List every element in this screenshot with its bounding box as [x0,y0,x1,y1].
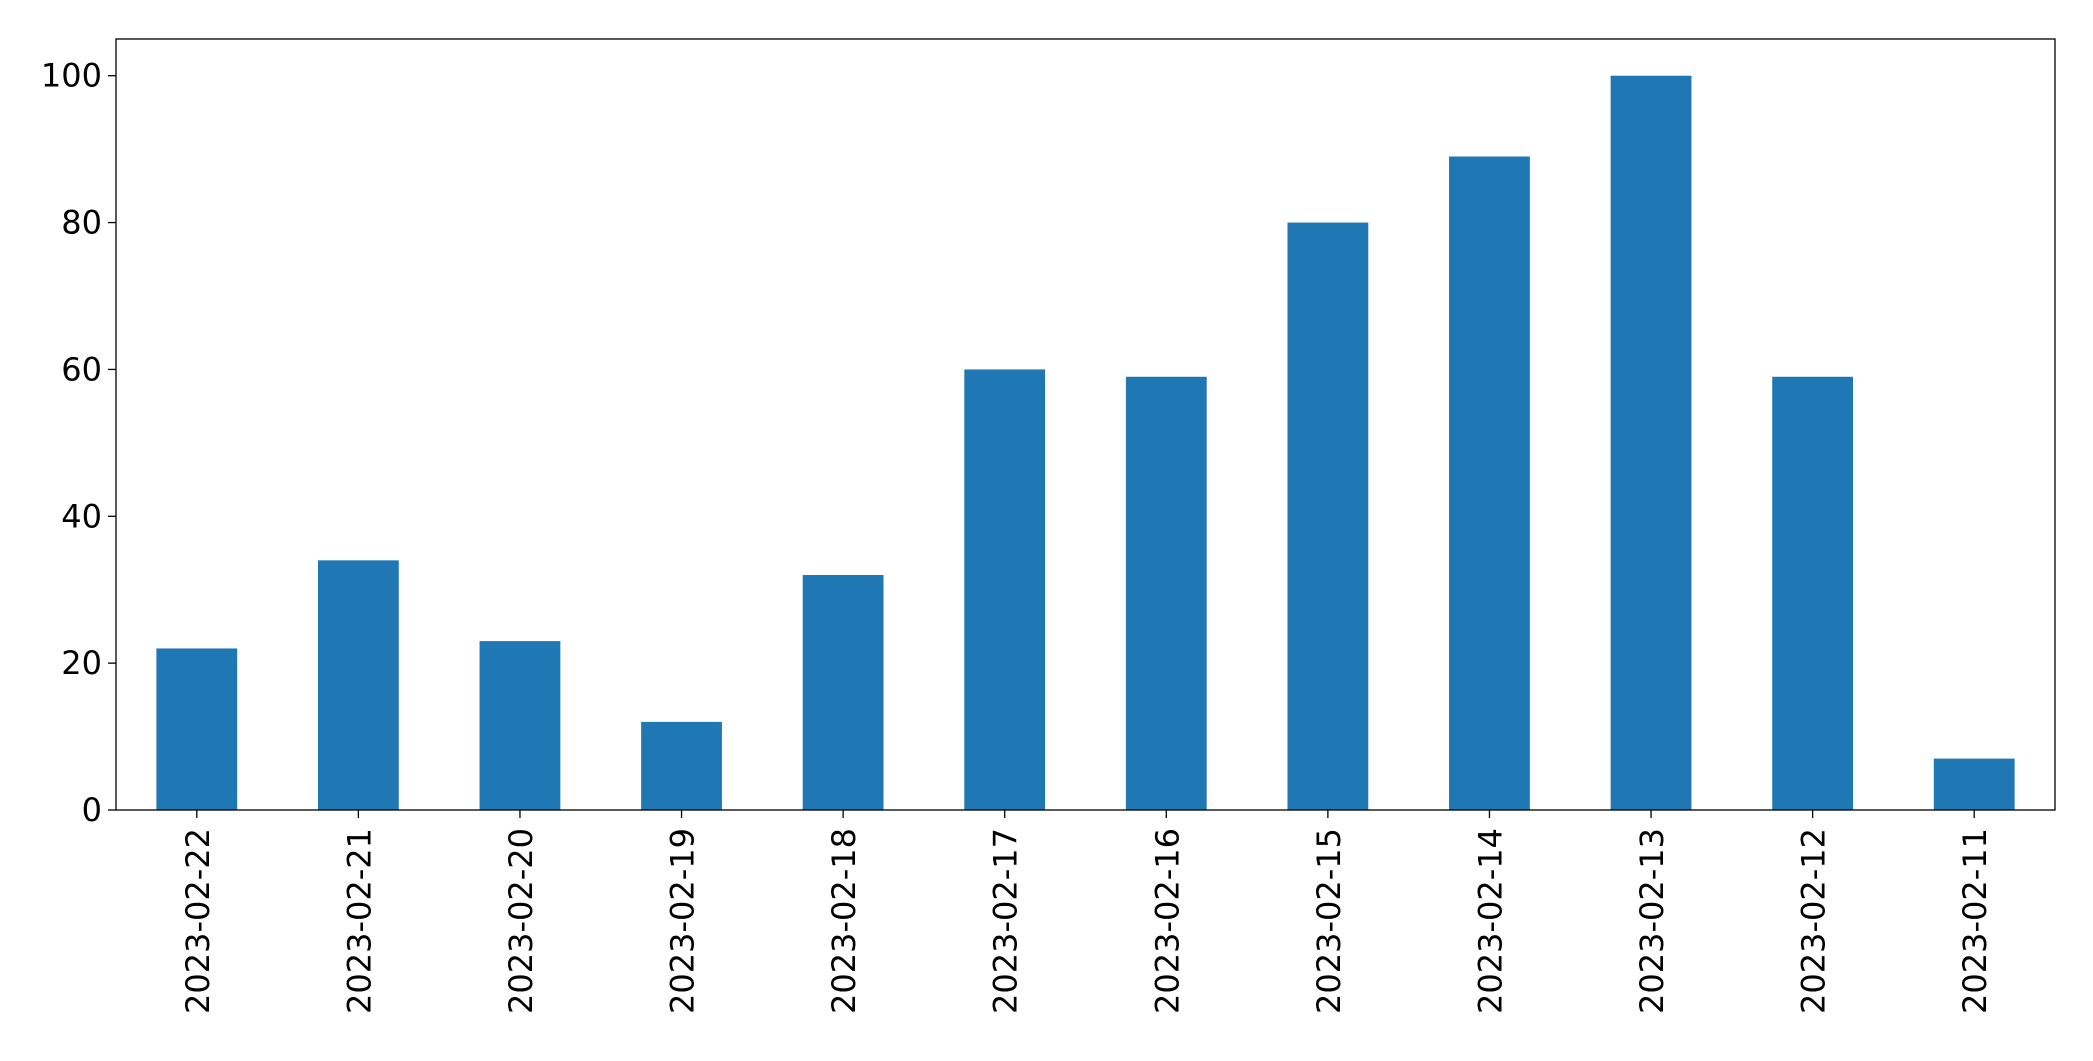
x-axis: 2023-02-22 2023-02-21 2023-02-20 2023-02-19… [179,810,1994,1014]
plot-frame [115,38,2056,811]
x-tick-label: 2023-02-11 [1956,828,1994,1014]
bar-2023-02-14 [1449,156,1530,810]
x-tick-label: 2023-02-17 [987,828,1025,1014]
bar-2023-02-16 [1125,376,1207,810]
y-tick-label: 80 [61,204,102,242]
x-tick-label: 2023-02-19 [664,828,702,1014]
bar-2023-02-18 [802,575,884,810]
y-tick-label: 0 [82,791,102,829]
bar-2023-02-13 [1610,75,1692,810]
bar-2023-02-15 [1287,222,1369,811]
y-tick-label: 60 [61,350,102,388]
x-tick-label: 2023-02-16 [1148,828,1186,1014]
x-tick-label: 2023-02-21 [340,828,378,1014]
y-tick-label: 40 [61,497,102,535]
x-tick-label: 2023-02-15 [1310,828,1348,1014]
bar-2023-02-20 [479,641,561,810]
bar-2023-02-19 [641,721,722,810]
x-tick-label: 2023-02-18 [825,828,863,1014]
bar-2023-02-21 [317,560,399,810]
y-tick-label: 20 [61,644,102,682]
bars-layer [156,75,2015,811]
y-axis: 0 20 40 60 80 100 [41,57,116,829]
x-tick-label: 2023-02-12 [1795,828,1833,1014]
bar-2023-02-11 [1933,758,2015,810]
bar-2023-02-12 [1772,376,1854,810]
bar-2023-02-17 [964,369,1046,810]
bar-2023-02-22 [156,648,238,810]
x-tick-label: 2023-02-14 [1471,828,1509,1014]
x-tick-label: 2023-02-20 [502,828,540,1014]
y-tick-label: 100 [41,57,102,95]
x-tick-label: 2023-02-22 [179,828,217,1014]
x-tick-label: 2023-02-13 [1633,828,1671,1014]
